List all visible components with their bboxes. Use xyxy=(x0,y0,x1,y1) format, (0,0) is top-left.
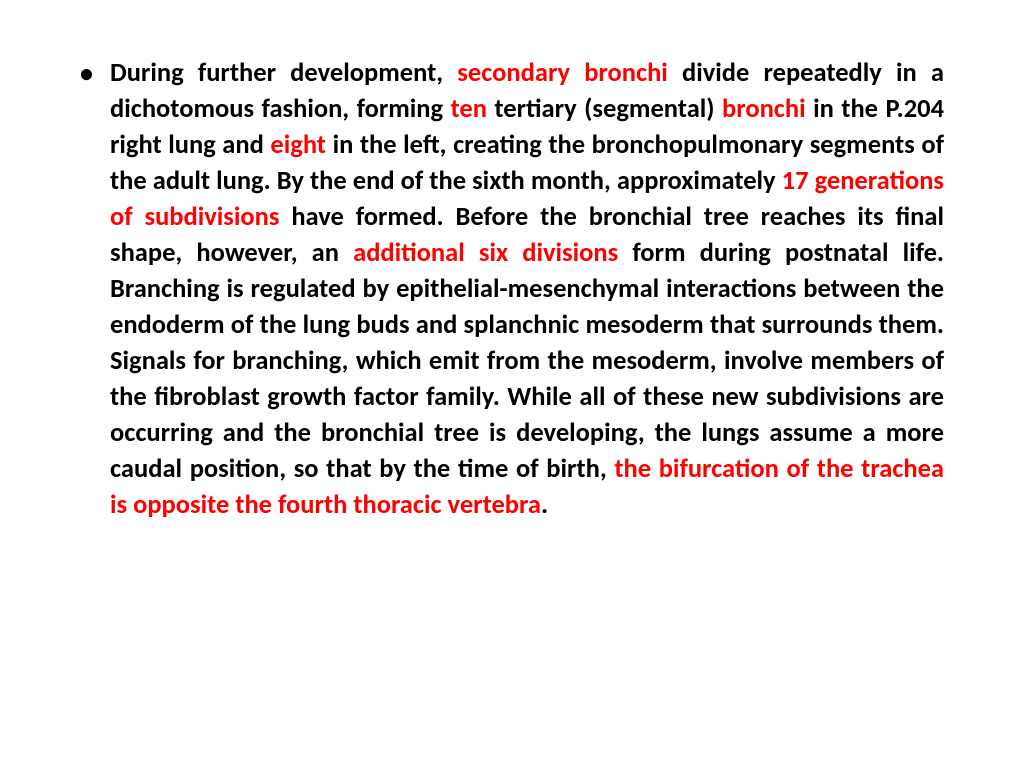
slide-container: • During further development, secondary … xyxy=(0,0,1024,768)
text-run-4: tertiary (segmental) xyxy=(494,93,722,125)
text-run-12: form during postnatal life. Branching is… xyxy=(110,237,944,485)
text-run-14: . xyxy=(541,489,548,521)
text-run-1: secondary bronchi xyxy=(457,57,682,89)
text-run-11: additional six divisions xyxy=(353,237,632,269)
bullet-item: • During further development, secondary … xyxy=(70,55,944,523)
text-run-5: bronchi xyxy=(722,93,813,125)
text-run-0: During further development, xyxy=(110,57,457,89)
bullet-mark: • xyxy=(80,55,93,91)
paragraph-body: During further development, secondary br… xyxy=(110,55,944,523)
text-run-7: eight xyxy=(270,129,332,161)
text-run-3: ten xyxy=(451,93,495,125)
